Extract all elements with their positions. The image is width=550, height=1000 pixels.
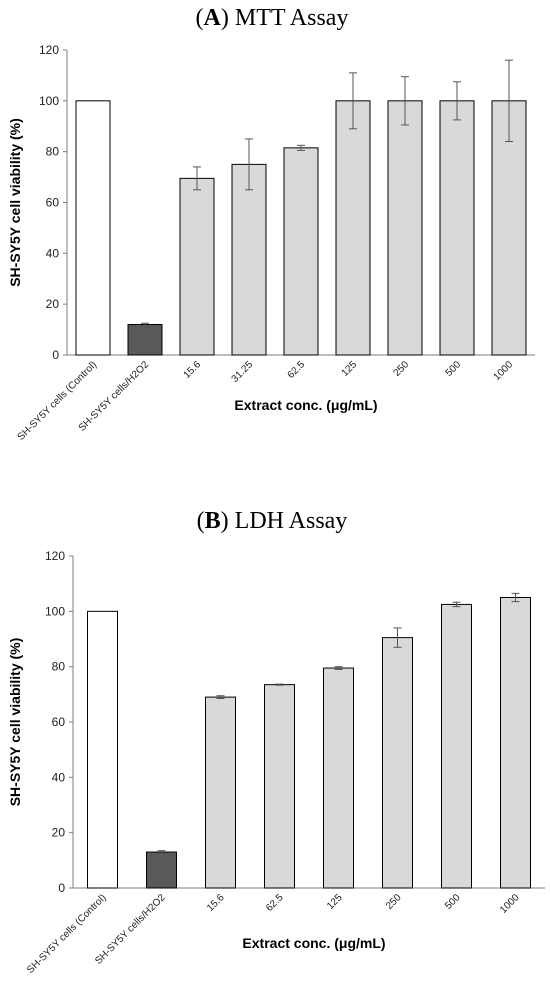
mtt-y-tick-label: 100 [39,94,59,108]
ldh-category-label: 500 [443,892,463,912]
ldh-error-bar [511,592,520,603]
panel-a-letter: A [204,5,222,31]
panel-b-letter: B [205,508,221,534]
ldh-y-tick-label: 100 [45,604,65,618]
mtt-y-tick-label: 20 [46,297,60,311]
mtt-bar [127,324,163,356]
ldh-bar [500,597,531,889]
ldh-bar [323,667,354,889]
mtt-error-bar [193,166,201,191]
mtt-category-label: 62.5 [286,359,308,381]
mtt-bar [335,100,371,356]
ldh-error-bar [393,627,402,648]
mtt-y-tick-label: 120 [39,43,59,57]
panel-b-title-text: LDH Assay [229,508,348,534]
ldh-bar [205,696,236,889]
ldh-y-tick-label: 20 [52,826,66,840]
ldh-y-axis-title: SH-SY5Y cell viability (%) [7,638,23,807]
ldh-y-tick-label: 120 [45,549,65,563]
mtt-error-bar [453,81,461,121]
mtt-y-tick-label: 40 [46,246,60,260]
mtt-y-tick-label: 0 [52,348,59,362]
panel-b-title: (B) LDH Assay [197,508,348,534]
ldh-category-label: 250 [384,892,404,912]
ldh-bar [264,684,295,889]
mtt-error-bar [349,72,357,130]
ldh-category-label: 1000 [498,892,522,916]
mtt-error-bar [245,138,253,191]
mtt-error-bar [141,322,149,327]
mtt-bar [283,147,319,356]
mtt-category-label: 1000 [492,359,516,383]
ldh-bar [441,603,472,889]
ldh-bar [382,637,413,889]
ldh-y-tick-label: 0 [58,881,65,895]
ldh-category-label: 15.6 [205,892,227,914]
ldh-error-bar [157,850,166,854]
mtt-error-bar [505,59,513,142]
mtt-bar [231,163,267,356]
mtt-category-label: 15.6 [182,359,204,381]
mtt-category-label: 125 [340,359,360,379]
ldh-y-tick-label: 40 [52,770,66,784]
ldh-x-axis-title: Extract conc. (μg/mL) [242,935,385,951]
mtt-bar [491,100,527,356]
panel-a-title-text: MTT Assay [229,5,349,31]
panel-a-title: (A) MTT Assay [196,5,349,31]
ldh-error-bar [334,666,343,670]
mtt-error-bar [297,144,305,151]
mtt-bar [75,100,111,356]
mtt-y-axis-title: SH-SY5Y cell viability (%) [7,118,23,287]
ldh-y-tick-label: 60 [52,715,66,729]
ldh-bar [146,851,177,889]
mtt-category-label: 250 [392,359,412,379]
mtt-bar [387,100,423,356]
ldh-y-tick-label: 80 [52,660,66,674]
ldh-error-bar [216,695,225,699]
ldh-bar [87,610,118,889]
ldh-category-label: 125 [325,892,345,912]
mtt-y-tick-label: 80 [46,145,60,159]
mtt-y-tick-label: 60 [46,196,60,210]
mtt-bar [179,177,215,356]
mtt-category-label: 31.25 [230,359,256,385]
ldh-error-bar [275,683,284,686]
mtt-bar [439,100,475,356]
ldh-error-bar [452,601,461,608]
mtt-error-bar [401,76,409,126]
mtt-category-label: 500 [444,359,464,379]
mtt-x-axis-title: Extract conc. (μg/mL) [234,397,377,413]
ldh-category-label: 62.5 [264,892,286,914]
